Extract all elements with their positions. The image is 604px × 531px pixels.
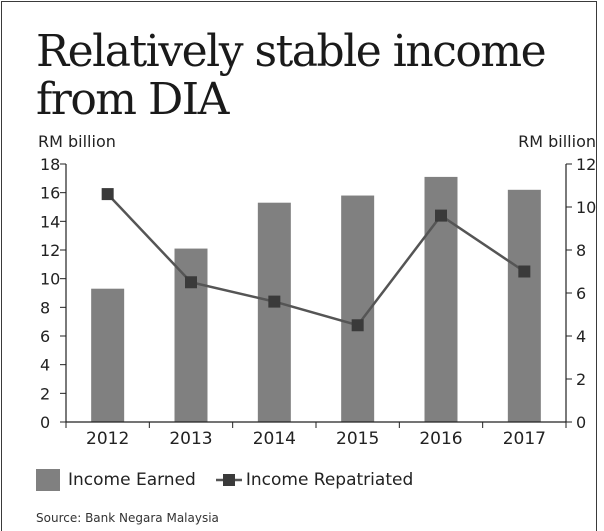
- right-tick-label: 2: [576, 370, 586, 389]
- legend-label-income-repatriated: Income Repatriated: [245, 470, 414, 490]
- bar-income-earned-2014: [257, 202, 291, 422]
- right-tick-label: 8: [576, 241, 586, 260]
- left-tick-label: 14: [40, 212, 60, 231]
- bar-income-earned-2013: [174, 248, 208, 422]
- x-tick-label: 2015: [336, 429, 379, 449]
- right-tick-label: 12: [576, 155, 596, 174]
- line-income-repatriated: [106, 193, 526, 327]
- left-axis-label: RM billion: [38, 132, 116, 151]
- legend-item-income-earned: Income Earned: [36, 469, 196, 491]
- x-tick-label: 2016: [419, 429, 462, 449]
- left-tick-label: 18: [40, 155, 60, 174]
- legend-item-income-repatriated: Income Repatriated: [215, 469, 414, 491]
- left-tick-label: 4: [40, 356, 50, 375]
- right-tick-label: 4: [576, 327, 586, 346]
- point-income-repatriated-2017: [518, 265, 531, 278]
- x-tick-label: 2013: [169, 429, 212, 449]
- point-income-repatriated-2013: [185, 276, 197, 289]
- left-tick-label: 16: [40, 184, 60, 203]
- right-tick-label: 0: [576, 413, 586, 432]
- legend: Income Earned Income Repatriated: [36, 468, 413, 492]
- x-tick-label: 2017: [503, 429, 546, 449]
- bar-income-earned-2017: [507, 189, 541, 422]
- right-tick-label: 10: [576, 198, 596, 217]
- x-tick-label: 2014: [253, 429, 296, 449]
- point-income-repatriated-2016: [435, 209, 447, 222]
- legend-bar-swatch: [36, 469, 60, 491]
- right-axis-label: RM billion: [518, 132, 596, 151]
- left-tick-label: 10: [40, 270, 60, 289]
- point-income-repatriated-2014: [268, 295, 281, 308]
- legend-line-marker-icon: [215, 474, 242, 486]
- left-tick-label: 12: [40, 241, 60, 260]
- left-tick-label: 0: [40, 413, 50, 432]
- point-income-repatriated-2012: [101, 188, 114, 201]
- point-income-repatriated-2015: [351, 319, 364, 332]
- left-tick-label: 6: [40, 327, 50, 346]
- source-note: Source: Bank Negara Malaysia: [36, 511, 219, 525]
- legend-label-income-earned: Income Earned: [68, 470, 196, 490]
- left-tick-label: 8: [40, 298, 50, 317]
- x-tick-label: 2012: [86, 429, 129, 449]
- bar-income-earned-2012: [91, 288, 125, 422]
- left-tick-label: 2: [40, 384, 50, 403]
- right-tick-label: 6: [576, 284, 586, 303]
- chart-plot: 0 2 4 6 8 10 12 14 16 18 0 2 4 6 8 10 12 2012 2013 2014 2015…: [40, 155, 596, 449]
- chart-title: Relatively stable income from DIA: [36, 26, 547, 125]
